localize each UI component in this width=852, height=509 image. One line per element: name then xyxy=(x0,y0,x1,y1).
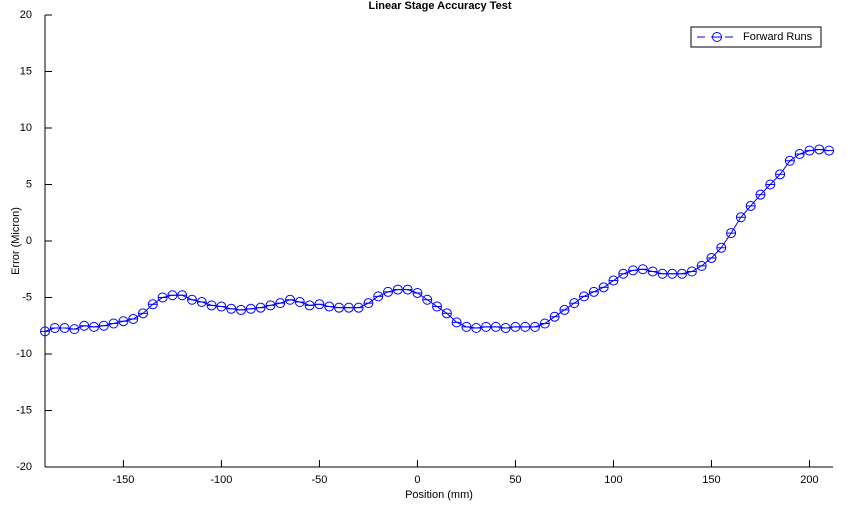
x-tick-label: 200 xyxy=(800,474,818,486)
legend-box xyxy=(690,26,822,48)
x-tick-label: -100 xyxy=(210,474,232,486)
x-tick-label: -150 xyxy=(112,474,134,486)
x-tick-label: 50 xyxy=(509,474,521,486)
legend-label: Forward Runs xyxy=(743,31,813,43)
chart-title: Linear Stage Accuracy Test xyxy=(368,0,511,12)
x-tick-label: 100 xyxy=(604,474,622,486)
x-tick-label: 150 xyxy=(702,474,720,486)
y-tick-label: 5 xyxy=(26,178,32,190)
y-tick-label: 0 xyxy=(26,235,32,247)
y-axis-label: Error (Micron) xyxy=(10,207,22,275)
y-tick-label: -20 xyxy=(16,461,32,473)
y-tick-label: 15 xyxy=(20,65,32,77)
y-tick-label: -10 xyxy=(16,348,32,360)
y-tick-label: 10 xyxy=(20,122,32,134)
y-tick-label: -15 xyxy=(16,404,32,416)
x-axis-label: Position (mm) xyxy=(405,489,473,501)
x-tick-label: -50 xyxy=(311,474,327,486)
y-tick-label: -5 xyxy=(22,291,32,303)
y-tick-label: 20 xyxy=(20,9,32,21)
x-tick-label: 0 xyxy=(414,474,420,486)
